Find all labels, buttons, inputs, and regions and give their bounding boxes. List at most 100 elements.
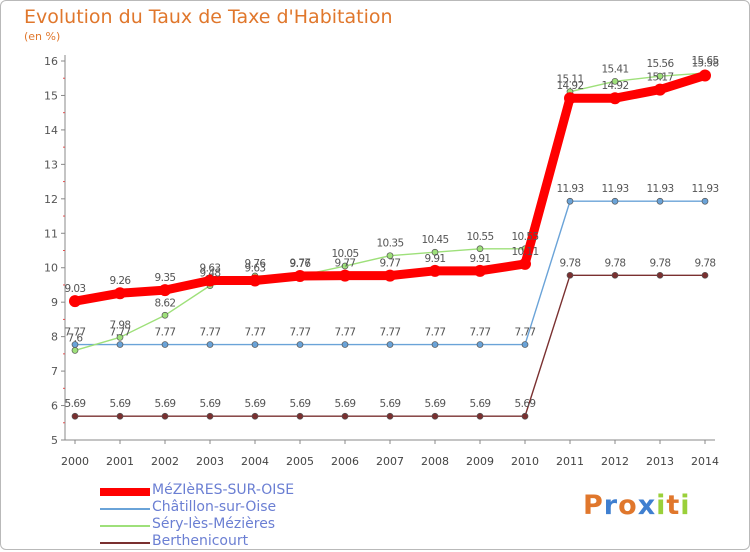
data-label: 11.93 xyxy=(646,183,673,195)
data-label: 7.77 xyxy=(110,327,131,339)
y-tick-label: 9 xyxy=(51,296,58,309)
legend-label: Châtillon-sur-Oise xyxy=(152,499,277,515)
x-tick-label: 2001 xyxy=(106,455,134,468)
data-point xyxy=(341,262,349,270)
x-tick-label: 2007 xyxy=(376,455,404,468)
data-point xyxy=(341,412,349,420)
y-tick-label: 5 xyxy=(51,434,58,447)
brand-letter: r xyxy=(603,490,619,521)
data-point xyxy=(609,92,621,105)
data-label: 10.05 xyxy=(331,248,358,260)
data-point xyxy=(116,333,124,341)
data-label: 10.35 xyxy=(376,238,403,250)
x-tick-label: 2002 xyxy=(151,455,179,468)
data-point xyxy=(296,341,304,348)
data-label: 7.77 xyxy=(200,327,221,339)
data-label: 9.91 xyxy=(425,253,446,265)
data-point xyxy=(521,412,529,420)
y-tick-label: 8 xyxy=(51,331,58,344)
data-point xyxy=(114,287,126,300)
data-point xyxy=(294,269,306,282)
data-label: 15.58 xyxy=(691,57,718,69)
data-point xyxy=(431,341,439,348)
brand-letter: o xyxy=(618,490,638,521)
data-label: 7.6 xyxy=(68,332,84,344)
data-label: 5.69 xyxy=(515,398,536,410)
data-point xyxy=(656,197,664,205)
data-point xyxy=(474,264,486,277)
data-point xyxy=(386,412,394,420)
data-label: 15.56 xyxy=(646,58,674,70)
data-label: 7.77 xyxy=(425,327,446,339)
data-label: 7.77 xyxy=(290,327,311,339)
data-label: 9.48 xyxy=(200,268,221,280)
data-label: 5.69 xyxy=(290,398,311,410)
data-label: 10.11 xyxy=(511,246,538,258)
data-point xyxy=(206,341,214,348)
data-label: 5.69 xyxy=(470,398,491,410)
data-label: 7.77 xyxy=(335,327,356,339)
data-label: 10.55 xyxy=(466,231,493,243)
data-point xyxy=(611,271,619,279)
data-label: 14.92 xyxy=(556,80,583,92)
data-point xyxy=(161,341,169,348)
y-tick-label: 15 xyxy=(44,89,58,102)
unit-label: (en %) xyxy=(24,30,61,43)
data-label: 9.78 xyxy=(695,257,716,269)
legend-swatch xyxy=(100,542,150,544)
data-label: 7.98 xyxy=(110,319,131,331)
data-label: 10.45 xyxy=(421,234,448,246)
x-tick-label: 2008 xyxy=(421,455,449,468)
data-point xyxy=(251,412,259,420)
data-point xyxy=(699,69,711,82)
data-label: 7.77 xyxy=(245,327,266,339)
x-tick-label: 2014 xyxy=(691,455,719,468)
data-label: 15.41 xyxy=(601,63,628,75)
data-point xyxy=(429,264,441,277)
data-point xyxy=(69,295,81,308)
y-tick-label: 10 xyxy=(44,262,58,275)
legend-label: MéZIèRES-SUR-OISE xyxy=(152,482,295,498)
legend-swatch xyxy=(100,525,150,527)
data-point xyxy=(249,274,261,287)
data-label: 7.77 xyxy=(155,327,176,339)
legend-label: Berthenicourt xyxy=(152,533,249,549)
data-label: 11.93 xyxy=(556,183,583,195)
y-tick-label: 13 xyxy=(44,158,58,171)
data-label: 5.69 xyxy=(200,398,221,410)
x-tick-label: 2009 xyxy=(466,455,494,468)
data-point xyxy=(701,271,709,279)
data-point xyxy=(566,271,574,279)
data-point xyxy=(656,271,664,279)
data-point xyxy=(206,412,214,420)
x-tick-label: 2004 xyxy=(241,455,269,468)
brand-letter: x xyxy=(637,490,657,521)
data-label: 7.77 xyxy=(470,327,491,339)
data-label: 5.69 xyxy=(65,398,86,410)
data-label: 11.93 xyxy=(601,183,628,195)
data-label: 9.77 xyxy=(290,258,311,270)
data-label: 9.63 xyxy=(245,262,266,274)
brand-letter: t xyxy=(666,490,681,521)
data-label: 5.69 xyxy=(110,398,131,410)
data-point xyxy=(476,412,484,420)
data-point xyxy=(296,412,304,420)
data-point xyxy=(161,311,169,319)
data-point xyxy=(71,412,79,420)
data-label: 9.63 xyxy=(200,262,221,274)
data-point xyxy=(204,274,216,287)
brand-letter: i xyxy=(680,490,691,521)
chart-title: Evolution du Taux de Taxe d'Habitation xyxy=(24,6,393,28)
data-label: 9.76 xyxy=(245,258,267,270)
data-label: 7.77 xyxy=(515,327,536,339)
data-point xyxy=(251,341,259,348)
data-label: 9.26 xyxy=(110,275,132,287)
data-label: 5.69 xyxy=(245,398,266,410)
legend-label: Séry-lès-Mézières xyxy=(152,516,276,532)
data-point xyxy=(341,341,349,348)
data-point xyxy=(521,341,529,348)
y-tick-label: 11 xyxy=(44,227,58,240)
data-point xyxy=(116,341,124,348)
data-point xyxy=(384,269,396,282)
brand-letter: i xyxy=(656,490,667,521)
